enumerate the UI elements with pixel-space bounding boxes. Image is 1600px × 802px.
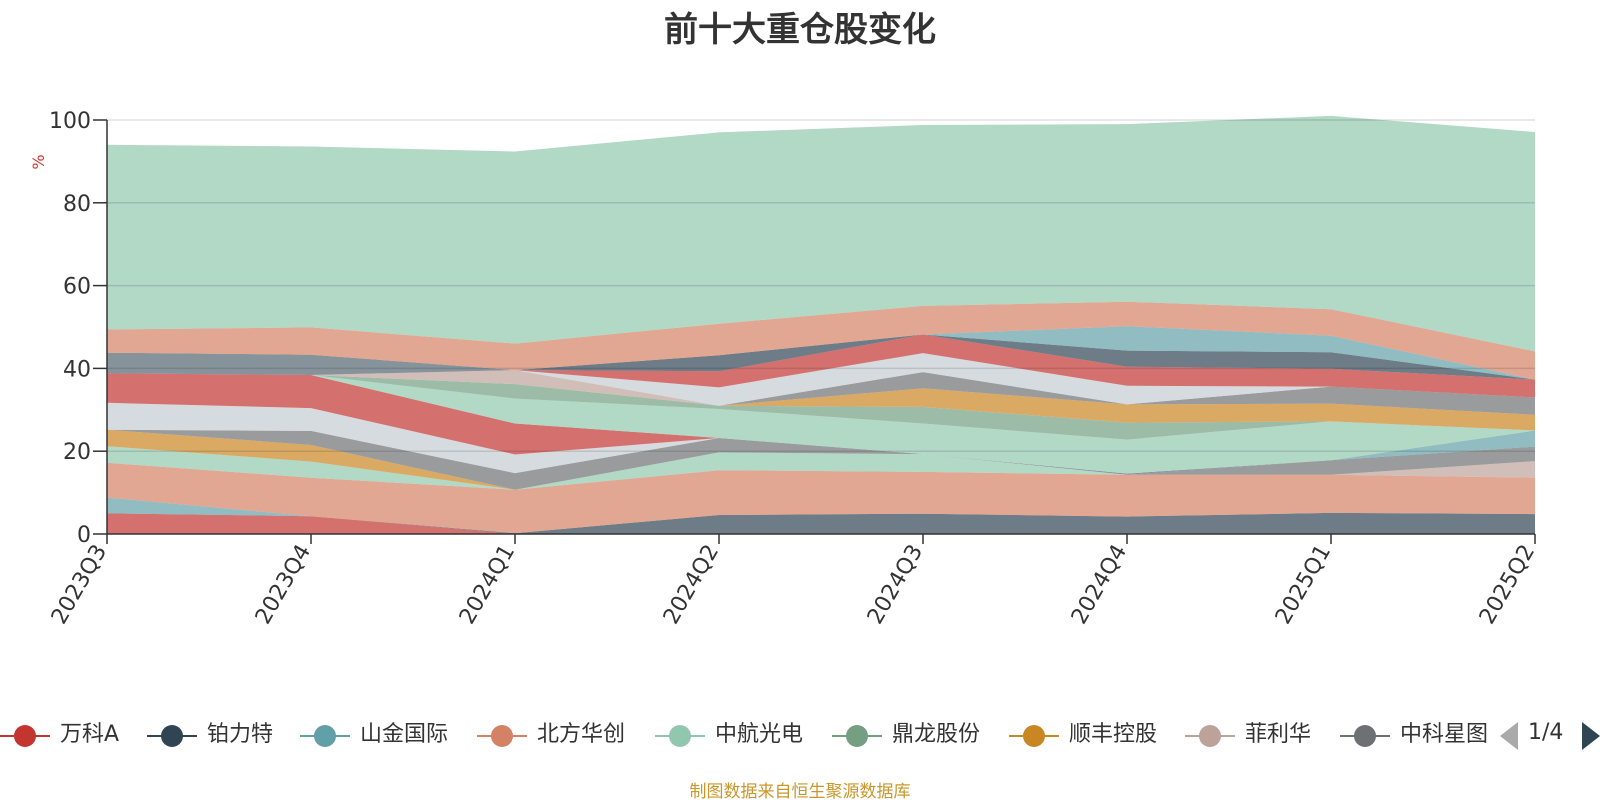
area-series-22	[107, 326, 1535, 380]
legend-prev-arrow-icon[interactable]	[1500, 722, 1518, 750]
area-series-9	[107, 429, 1535, 490]
legend-marker-icon	[1185, 725, 1235, 747]
area-series-16	[107, 373, 1535, 431]
legend-label: 鼎龙股份	[892, 722, 981, 747]
x-tick-label: 2023Q4	[251, 541, 316, 629]
chart-title: 前十大重仓股变化	[664, 10, 936, 50]
y-tick-label: 80	[63, 192, 91, 217]
area-series-4	[107, 462, 1535, 534]
area-series-layer	[107, 115, 1535, 534]
y-tick-label: 100	[49, 109, 91, 134]
legend-marker-icon	[1009, 725, 1059, 747]
legend-label: 万科A	[60, 722, 120, 747]
y-tick-label: 20	[63, 440, 91, 465]
legend-marker-icon	[1340, 725, 1390, 747]
legend-label: 铂力特	[207, 722, 274, 747]
x-tick-label: 2024Q4	[1067, 541, 1132, 629]
legend-page-indicator: 1/4	[1528, 720, 1564, 745]
y-tick-label: 60	[63, 275, 91, 300]
area-series-1	[107, 513, 1535, 534]
area-series-23	[107, 326, 1535, 380]
legend: 万科A 铂力特 山金国际 北方华创 中航光电 鼎龙股份 顺丰控股 菲利华 中科星图	[0, 718, 1600, 754]
y-axis-unit-label: %	[29, 154, 48, 169]
legend-marker-icon	[147, 725, 197, 747]
legend-label: 山金国际	[360, 722, 449, 747]
x-tick-label: 2024Q3	[863, 541, 928, 629]
area-series-12	[107, 373, 1535, 474]
legend-label: 中科星图	[1400, 722, 1489, 747]
area-series-21	[107, 334, 1535, 380]
legend-marker-icon	[0, 725, 50, 747]
x-tick-label: 2025Q2	[1475, 541, 1540, 629]
area-series-11	[107, 402, 1535, 474]
legend-marker-icon	[832, 725, 882, 747]
y-tick-label: 40	[63, 357, 91, 382]
x-tick-label: 2024Q1	[455, 541, 520, 629]
legend-next-arrow-icon[interactable]	[1582, 722, 1600, 750]
legend-label: 北方华创	[537, 722, 626, 747]
grid-lines	[107, 119, 1535, 452]
area-series-19	[107, 353, 1535, 406]
legend-label: 顺丰控股	[1069, 722, 1158, 747]
legend-label: 中航光电	[715, 722, 804, 747]
legend-marker-icon	[655, 725, 705, 747]
x-tick-label: 2024Q2	[659, 541, 724, 629]
legend-label: 菲利华	[1245, 722, 1312, 747]
area-series-14	[107, 373, 1535, 474]
legend-pager: 1/4	[1500, 716, 1600, 752]
y-tick-label: 0	[77, 523, 91, 548]
area-series-2	[107, 512, 1535, 534]
legend-marker-icon	[477, 725, 527, 747]
area-series-25	[107, 115, 1535, 352]
area-series-5	[107, 446, 1535, 490]
source-note: 制图数据来自恒生聚源数据库	[689, 782, 911, 802]
legend-marker-icon	[300, 725, 350, 747]
area-series-20	[107, 334, 1535, 398]
x-tick-label: 2025Q1	[1271, 541, 1336, 629]
x-tick-label: 2023Q3	[47, 541, 112, 629]
area-series-24	[107, 301, 1535, 380]
area-series-17	[107, 370, 1535, 415]
chart-plot: 0 20 40 60 80 100 2023Q3 2023Q4 2024Q1 2024Q2 2024…	[29, 109, 1540, 629]
area-series-18	[107, 370, 1535, 415]
area-series-15	[107, 373, 1535, 440]
